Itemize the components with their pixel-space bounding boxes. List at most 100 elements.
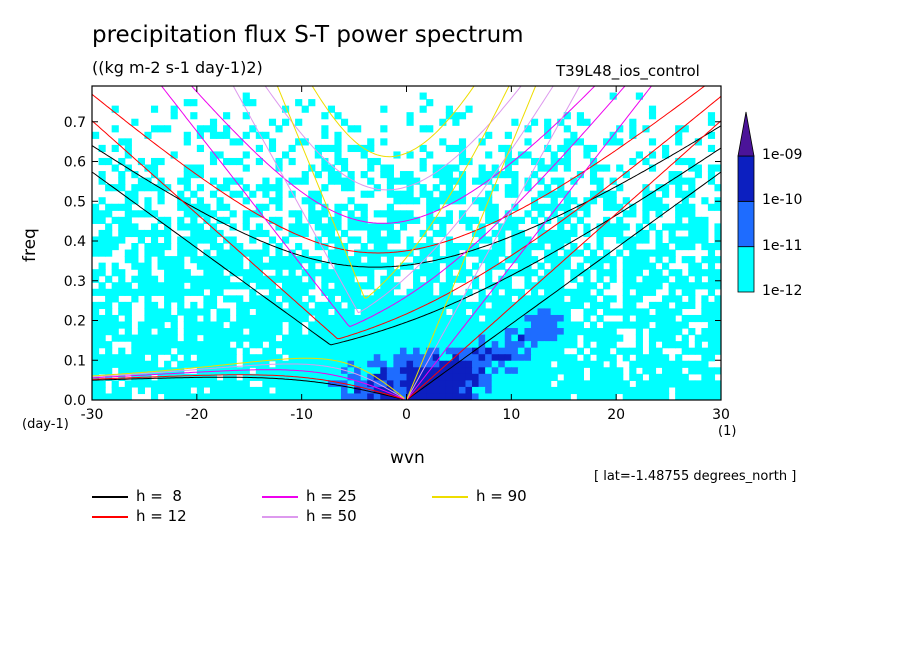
- heatmap-cell: [485, 131, 493, 139]
- heatmap-cell: [98, 236, 106, 244]
- heatmap-cell: [478, 229, 486, 238]
- heatmap-cell: [452, 243, 460, 251]
- heatmap-cell: [688, 295, 696, 303]
- heatmap-cell: [688, 393, 696, 400]
- heatmap-cell: [150, 184, 159, 192]
- heatmap-cell: [524, 295, 532, 303]
- heatmap-cell: [347, 288, 355, 296]
- heatmap-cell: [432, 203, 440, 211]
- heatmap-cell: [629, 249, 637, 257]
- heatmap-cell: [478, 197, 486, 205]
- heatmap-cell: [570, 301, 578, 310]
- heatmap-cell: [576, 171, 584, 179]
- heatmap-cell: [203, 269, 211, 277]
- heatmap-cell: [131, 341, 139, 349]
- heatmap-cell: [419, 380, 427, 388]
- heatmap-cell: [707, 243, 716, 251]
- heatmap-cell: [367, 177, 375, 185]
- heatmap-cell: [367, 144, 375, 153]
- heatmap-cell: [196, 347, 204, 355]
- heatmap-cell: [681, 301, 689, 310]
- heatmap-cell: [648, 341, 657, 349]
- x-tick-label: -20: [185, 407, 208, 423]
- heatmap-cell: [609, 269, 617, 277]
- heatmap-cell: [354, 295, 362, 303]
- heatmap-cell: [439, 223, 447, 231]
- heatmap-cell: [301, 256, 309, 264]
- heatmap-cell: [668, 236, 676, 244]
- heatmap-cell: [105, 360, 113, 368]
- heatmap-cell: [268, 295, 277, 303]
- heatmap-cell: [458, 347, 467, 355]
- heatmap-cell: [236, 249, 244, 257]
- heatmap-cell: [157, 288, 165, 296]
- heatmap-cell: [550, 256, 558, 264]
- heatmap-cell: [465, 328, 473, 336]
- heatmap-cell: [295, 223, 303, 231]
- heatmap-cell: [144, 229, 152, 238]
- heatmap-cell: [216, 380, 224, 388]
- heatmap-cell: [432, 184, 440, 192]
- heatmap-cell: [92, 243, 100, 251]
- heatmap-cell: [544, 341, 552, 349]
- heatmap-cell: [511, 393, 519, 400]
- heatmap-cell: [596, 360, 604, 368]
- heatmap-cell: [380, 360, 388, 368]
- heatmap-cell: [360, 269, 368, 277]
- heatmap-cell: [609, 295, 617, 303]
- colorbar: [737, 111, 755, 293]
- heatmap-cell: [701, 360, 709, 368]
- heatmap-cell: [406, 367, 414, 375]
- heatmap-cell: [393, 229, 401, 238]
- heatmap-cell: [439, 334, 447, 342]
- heatmap-cell: [209, 334, 218, 342]
- heatmap-cell: [236, 282, 244, 290]
- heatmap-cell: [622, 171, 630, 179]
- heatmap-cell: [504, 314, 512, 323]
- heatmap-cell: [321, 184, 329, 192]
- heatmap-cell: [563, 125, 571, 133]
- heatmap-cell: [223, 393, 231, 400]
- heatmap-cell: [92, 347, 100, 355]
- heatmap-cell: [177, 386, 185, 395]
- heatmap-cell: [203, 203, 211, 211]
- heatmap-cell: [131, 184, 139, 192]
- heatmap-cell: [255, 301, 263, 310]
- heatmap-cell: [675, 275, 683, 283]
- heatmap-cell: [105, 301, 113, 310]
- heatmap-cell: [334, 243, 342, 251]
- heatmap-cell: [655, 334, 663, 342]
- heatmap-cell: [321, 386, 329, 395]
- heatmap-cell: [576, 269, 584, 277]
- heatmap-cell: [190, 334, 198, 342]
- heatmap-cell: [111, 314, 119, 323]
- heatmap-cell: [111, 288, 119, 296]
- heatmap-cell: [668, 360, 676, 368]
- heatmap-cell: [268, 354, 277, 362]
- heatmap-cell: [288, 144, 296, 153]
- heatmap-cell: [662, 275, 670, 283]
- heatmap-cell: [478, 177, 486, 185]
- heatmap-cell: [426, 249, 434, 257]
- heatmap-cell: [445, 112, 453, 120]
- heatmap-cell: [177, 236, 185, 244]
- heatmap-cell: [642, 210, 650, 218]
- heatmap-cell: [458, 373, 467, 381]
- heatmap-cell: [557, 144, 565, 153]
- heatmap-cell: [249, 328, 257, 336]
- heatmap-cell: [445, 373, 453, 381]
- heatmap-cell: [190, 282, 198, 290]
- heatmap-cell: [485, 341, 493, 349]
- heatmap-cell: [681, 282, 689, 290]
- heatmap-cell: [537, 157, 545, 166]
- heatmap-cell: [589, 360, 598, 368]
- heatmap-cell: [472, 262, 480, 270]
- heatmap-cell: [347, 197, 355, 205]
- heatmap-cell: [334, 380, 342, 388]
- heatmap-cell: [354, 269, 362, 277]
- heatmap-cell: [570, 295, 578, 303]
- heatmap-cell: [596, 184, 604, 192]
- heatmap-cell: [550, 157, 558, 166]
- heatmap-cell: [576, 301, 584, 310]
- heatmap-cell: [327, 105, 336, 113]
